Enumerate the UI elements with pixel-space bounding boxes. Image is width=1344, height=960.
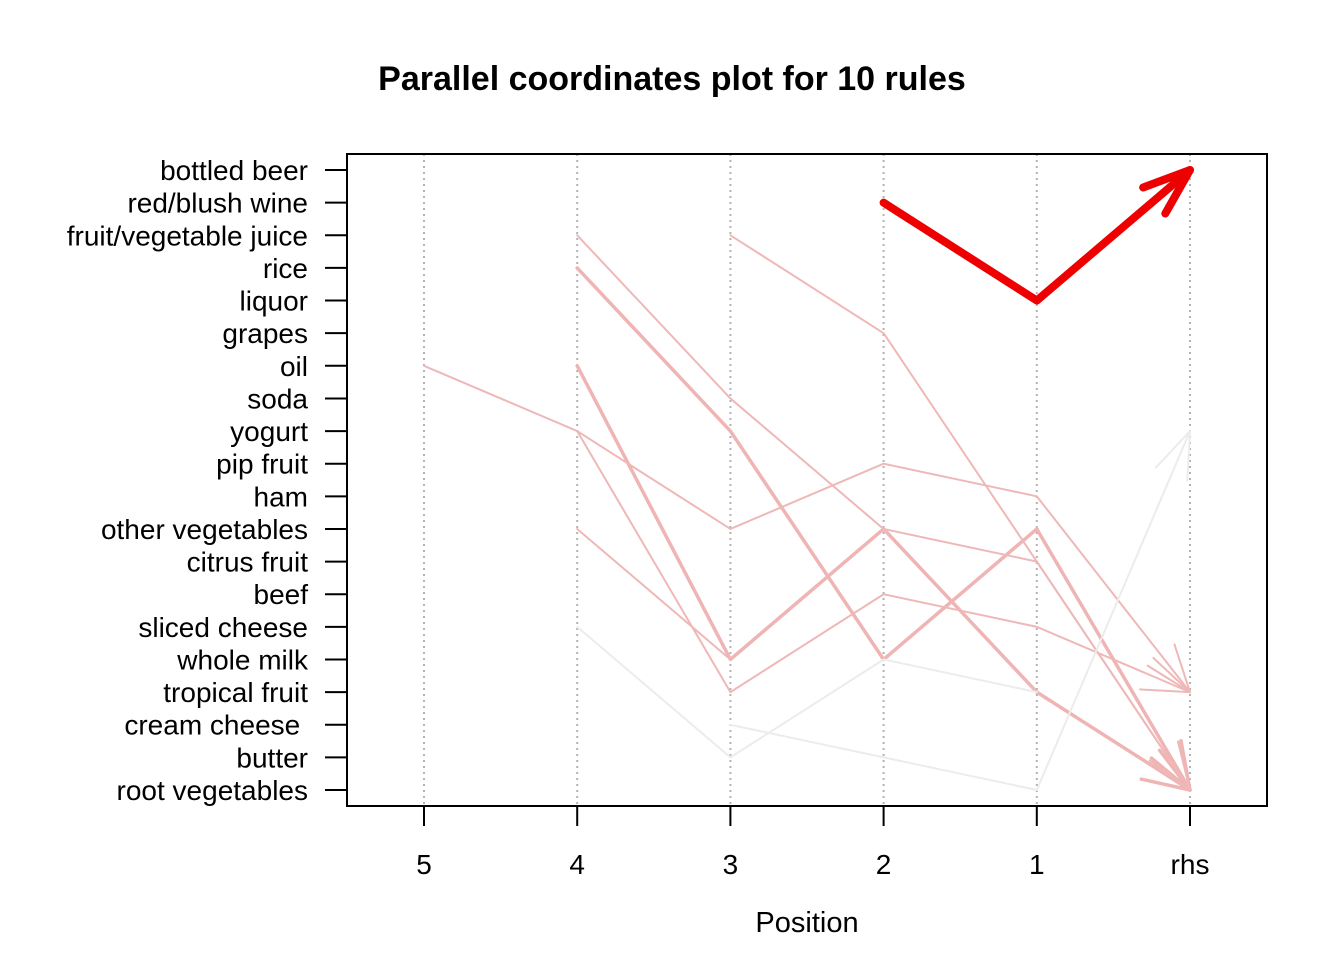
y-tick-label: yogurt	[230, 416, 308, 447]
rule-9-line	[576, 625, 1038, 759]
y-tick-label: citrus fruit	[187, 547, 309, 578]
x-tick-label: 4	[569, 849, 585, 880]
rule-5-arrowhead	[1148, 740, 1191, 791]
y-tick-label: rice	[263, 253, 308, 284]
y-tick-label: other vegetables	[101, 514, 308, 545]
y-tick-label: red/blush wine	[127, 188, 308, 219]
x-axis: 5 4 3 2 1 rhs	[416, 806, 1209, 880]
x-tick-label: 1	[1029, 849, 1045, 880]
x-tick-label: rhs	[1171, 849, 1210, 880]
y-tick-label: tropical fruit	[163, 677, 308, 708]
rule-lines-layer	[423, 166, 1194, 792]
x-axis-label: Position	[755, 907, 858, 939]
x-tick-label: 2	[876, 849, 892, 880]
rule-9	[576, 625, 1038, 759]
y-tick-label: butter	[236, 742, 308, 773]
rule-10-line	[729, 430, 1191, 791]
rule-3	[575, 364, 1192, 792]
y-tick-label: pip fruit	[216, 449, 308, 480]
y-tick-label: whole milk	[176, 644, 309, 675]
y-tick-label: grapes	[222, 318, 308, 349]
x-tick-label: 5	[416, 849, 432, 880]
rule-10-arrowhead	[1154, 430, 1191, 482]
rule-7	[576, 430, 1191, 694]
y-tick-label: oil	[280, 351, 308, 382]
rule-5	[729, 234, 1191, 791]
rule-1	[879, 166, 1194, 305]
y-tick-label: beef	[254, 579, 309, 610]
rule-7-arrowhead	[1139, 656, 1191, 694]
rule-3-line	[575, 364, 1192, 792]
y-tick-label: fruit/vegetable juice	[67, 220, 308, 251]
y-tick-label: sliced cheese	[138, 612, 308, 643]
y-tick-label: liquor	[240, 286, 308, 317]
y-tick-label: soda	[247, 383, 308, 414]
plot-box	[346, 153, 1268, 807]
rule-5-line	[729, 234, 1191, 791]
rule-1-line	[879, 166, 1194, 305]
rule-8	[576, 527, 732, 661]
rule-7-line	[576, 430, 1191, 694]
rule-1-arrowhead	[1139, 166, 1194, 218]
rule-6-line	[423, 364, 1191, 694]
rule-10	[729, 430, 1191, 791]
x-tick-label: 3	[723, 849, 739, 880]
y-tick-label: cream cheese	[124, 710, 308, 741]
y-tick-label: root vegetables	[117, 775, 308, 806]
y-tick-label: ham	[254, 481, 308, 512]
rule-8-line	[576, 527, 732, 661]
y-tick-label: bottled beer	[160, 155, 308, 186]
chart-title: Parallel coordinates plot for 10 rules	[378, 60, 966, 98]
grid-layer	[423, 154, 1191, 806]
